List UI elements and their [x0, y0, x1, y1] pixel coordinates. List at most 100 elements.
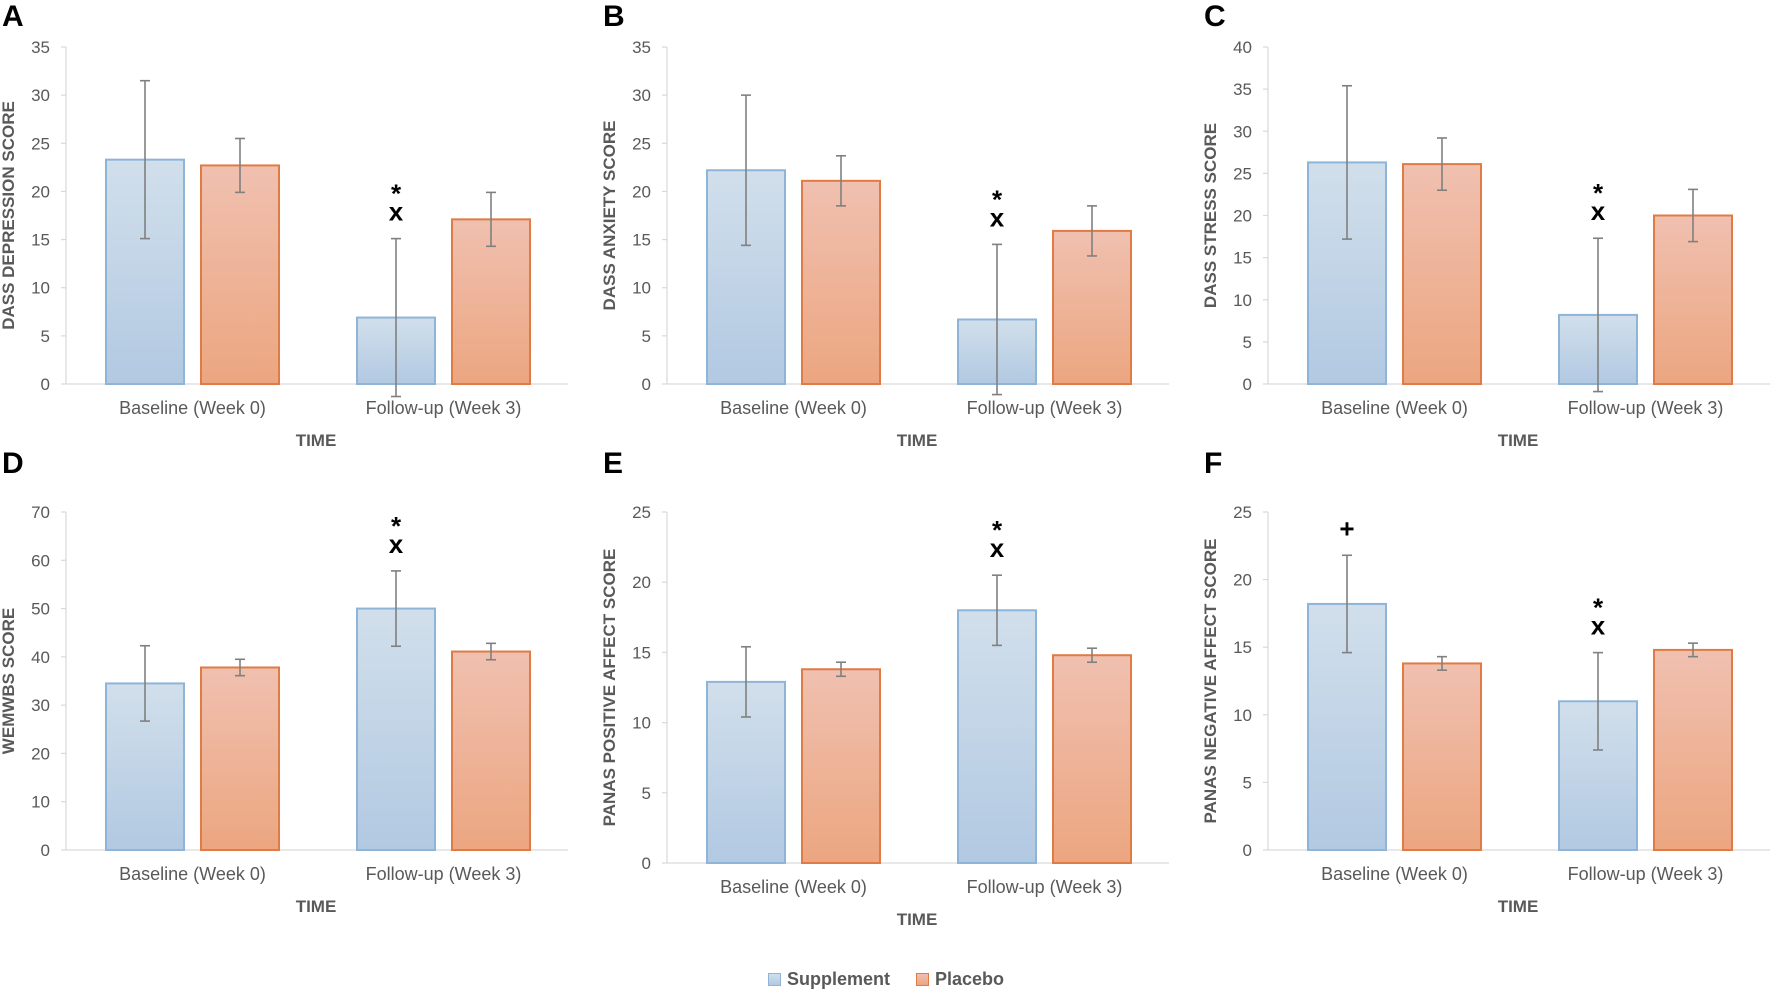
x-category-label: Baseline (Week 0)	[119, 864, 266, 884]
y-tick-label: 70	[31, 503, 50, 522]
y-tick-label: 20	[1233, 207, 1252, 226]
x-category-label: Follow-up (Week 3)	[967, 398, 1123, 418]
significance-x: x	[1591, 196, 1606, 226]
panel-label: D	[2, 447, 24, 480]
y-tick-label: 20	[632, 182, 651, 201]
bar-placebo	[451, 650, 531, 851]
legend-item-supplement: Supplement	[767, 968, 890, 990]
x-axis-title: TIME	[897, 431, 938, 450]
y-tick-label: 35	[31, 38, 50, 57]
x-category-label: Follow-up (Week 3)	[366, 398, 522, 418]
y-axis-title: DASS ANXIETY SCORE	[600, 121, 619, 311]
y-tick-label: 0	[41, 375, 50, 394]
chart-panel-f: F 0 5 10 15 20 25 PANAS NEGATIVE AFFECT SCORE Ba…	[1201, 447, 1770, 916]
bar-supplement	[1307, 602, 1387, 851]
legend-item-placebo: Placebo	[915, 968, 1005, 990]
legend-label-supplement: Supplement	[786, 968, 890, 989]
bar-placebo	[801, 179, 881, 385]
x-category-label: Follow-up (Week 3)	[1568, 864, 1724, 884]
significance-asterisk: *	[391, 179, 402, 209]
y-tick-label: 10	[632, 714, 651, 733]
x-category-label: Baseline (Week 0)	[1321, 398, 1468, 418]
y-tick-label: 20	[31, 744, 50, 763]
significance-asterisk: *	[992, 515, 1003, 545]
y-tick-label: 15	[31, 231, 50, 250]
y-axis-title: DASS STRESS SCORE	[1201, 123, 1220, 308]
legend-swatch-placebo	[915, 972, 929, 986]
y-tick-label: 60	[31, 551, 50, 570]
chart-panel-a: A 0 5 10 15 20 25 30 35 DASS DEPRESSION SCORE Base…	[0, 0, 568, 450]
significance-asterisk: *	[1593, 178, 1604, 208]
y-tick-label: 30	[632, 86, 651, 105]
x-axis-title: TIME	[1498, 897, 1539, 916]
bar-placebo	[1402, 662, 1482, 852]
x-category-label: Follow-up (Week 3)	[967, 877, 1123, 897]
y-tick-label: 10	[632, 279, 651, 298]
legend-swatch-supplement	[767, 972, 781, 986]
x-category-label: Baseline (Week 0)	[720, 877, 867, 897]
significance-asterisk: *	[391, 511, 402, 541]
y-tick-label: 10	[31, 279, 50, 298]
chart-panel-b: B 0 5 10 15 20 25 30 35 DASS ANXIETY SCORE Baselin…	[600, 0, 1169, 450]
y-tick-label: 15	[632, 643, 651, 662]
x-category-label: Follow-up (Week 3)	[1568, 398, 1724, 418]
x-category-label: Follow-up (Week 3)	[366, 864, 522, 884]
bar-placebo	[200, 164, 280, 385]
panel-label: A	[2, 0, 24, 33]
y-tick-label: 0	[1243, 841, 1252, 860]
x-axis-title: TIME	[296, 431, 337, 450]
y-tick-label: 30	[1233, 122, 1252, 141]
y-tick-label: 40	[31, 648, 50, 667]
y-tick-label: 25	[31, 134, 50, 153]
y-tick-label: 40	[1233, 38, 1252, 57]
x-axis-title: TIME	[897, 910, 938, 929]
y-tick-label: 5	[642, 327, 651, 346]
bar-placebo	[801, 668, 881, 864]
y-tick-label: 20	[632, 573, 651, 592]
y-tick-label: 10	[1233, 291, 1252, 310]
significance-plus: +	[1339, 513, 1354, 543]
significance-x: x	[389, 197, 404, 227]
bar-supplement	[957, 609, 1037, 865]
x-category-label: Baseline (Week 0)	[1321, 864, 1468, 884]
y-axis-title: DASS DEPRESSION SCORE	[0, 101, 18, 330]
significance-x: x	[389, 529, 404, 559]
bar-placebo	[1402, 163, 1482, 385]
y-tick-label: 5	[1243, 333, 1252, 352]
y-tick-label: 0	[642, 854, 651, 873]
y-tick-label: 30	[31, 696, 50, 715]
y-tick-label: 15	[1233, 249, 1252, 268]
y-tick-label: 20	[1233, 571, 1252, 590]
significance-x: x	[1591, 611, 1606, 641]
x-axis-title: TIME	[296, 897, 337, 916]
chart-panel-d: D 0 10 20 30 40 50 60 70 WEMWBS SCORE Baseline (We…	[0, 447, 568, 916]
bar-placebo	[1653, 648, 1733, 851]
y-axis-title: PANAS POSITIVE AFFECT SCORE	[600, 549, 619, 827]
panel-label: E	[603, 447, 623, 480]
bar-placebo	[200, 666, 280, 851]
x-category-label: Baseline (Week 0)	[720, 398, 867, 418]
significance-x: x	[990, 202, 1005, 232]
y-tick-label: 35	[1233, 80, 1252, 99]
y-tick-label: 20	[31, 182, 50, 201]
legend-label-placebo: Placebo	[934, 968, 1005, 989]
y-tick-label: 0	[642, 375, 651, 394]
significance-asterisk: *	[1593, 593, 1604, 623]
y-tick-label: 15	[1233, 638, 1252, 657]
y-tick-label: 25	[1233, 164, 1252, 183]
x-category-label: Baseline (Week 0)	[119, 398, 266, 418]
y-tick-label: 10	[31, 793, 50, 812]
chart-panel-c: C 0 5 10 15 20 25 30 35 40 DASS STRESS SCORE Baseli…	[1201, 0, 1770, 450]
x-axis-title: TIME	[1498, 431, 1539, 450]
y-tick-label: 0	[1243, 375, 1252, 394]
y-tick-label: 35	[632, 38, 651, 57]
y-tick-label: 25	[1233, 503, 1252, 522]
y-tick-label: 0	[41, 841, 50, 860]
y-tick-label: 10	[1233, 706, 1252, 725]
y-axis-title: WEMWBS SCORE	[0, 608, 18, 754]
y-tick-label: 50	[31, 600, 50, 619]
y-tick-label: 15	[632, 231, 651, 250]
y-tick-label: 5	[1243, 773, 1252, 792]
y-axis-title: PANAS NEGATIVE AFFECT SCORE	[1201, 539, 1220, 824]
